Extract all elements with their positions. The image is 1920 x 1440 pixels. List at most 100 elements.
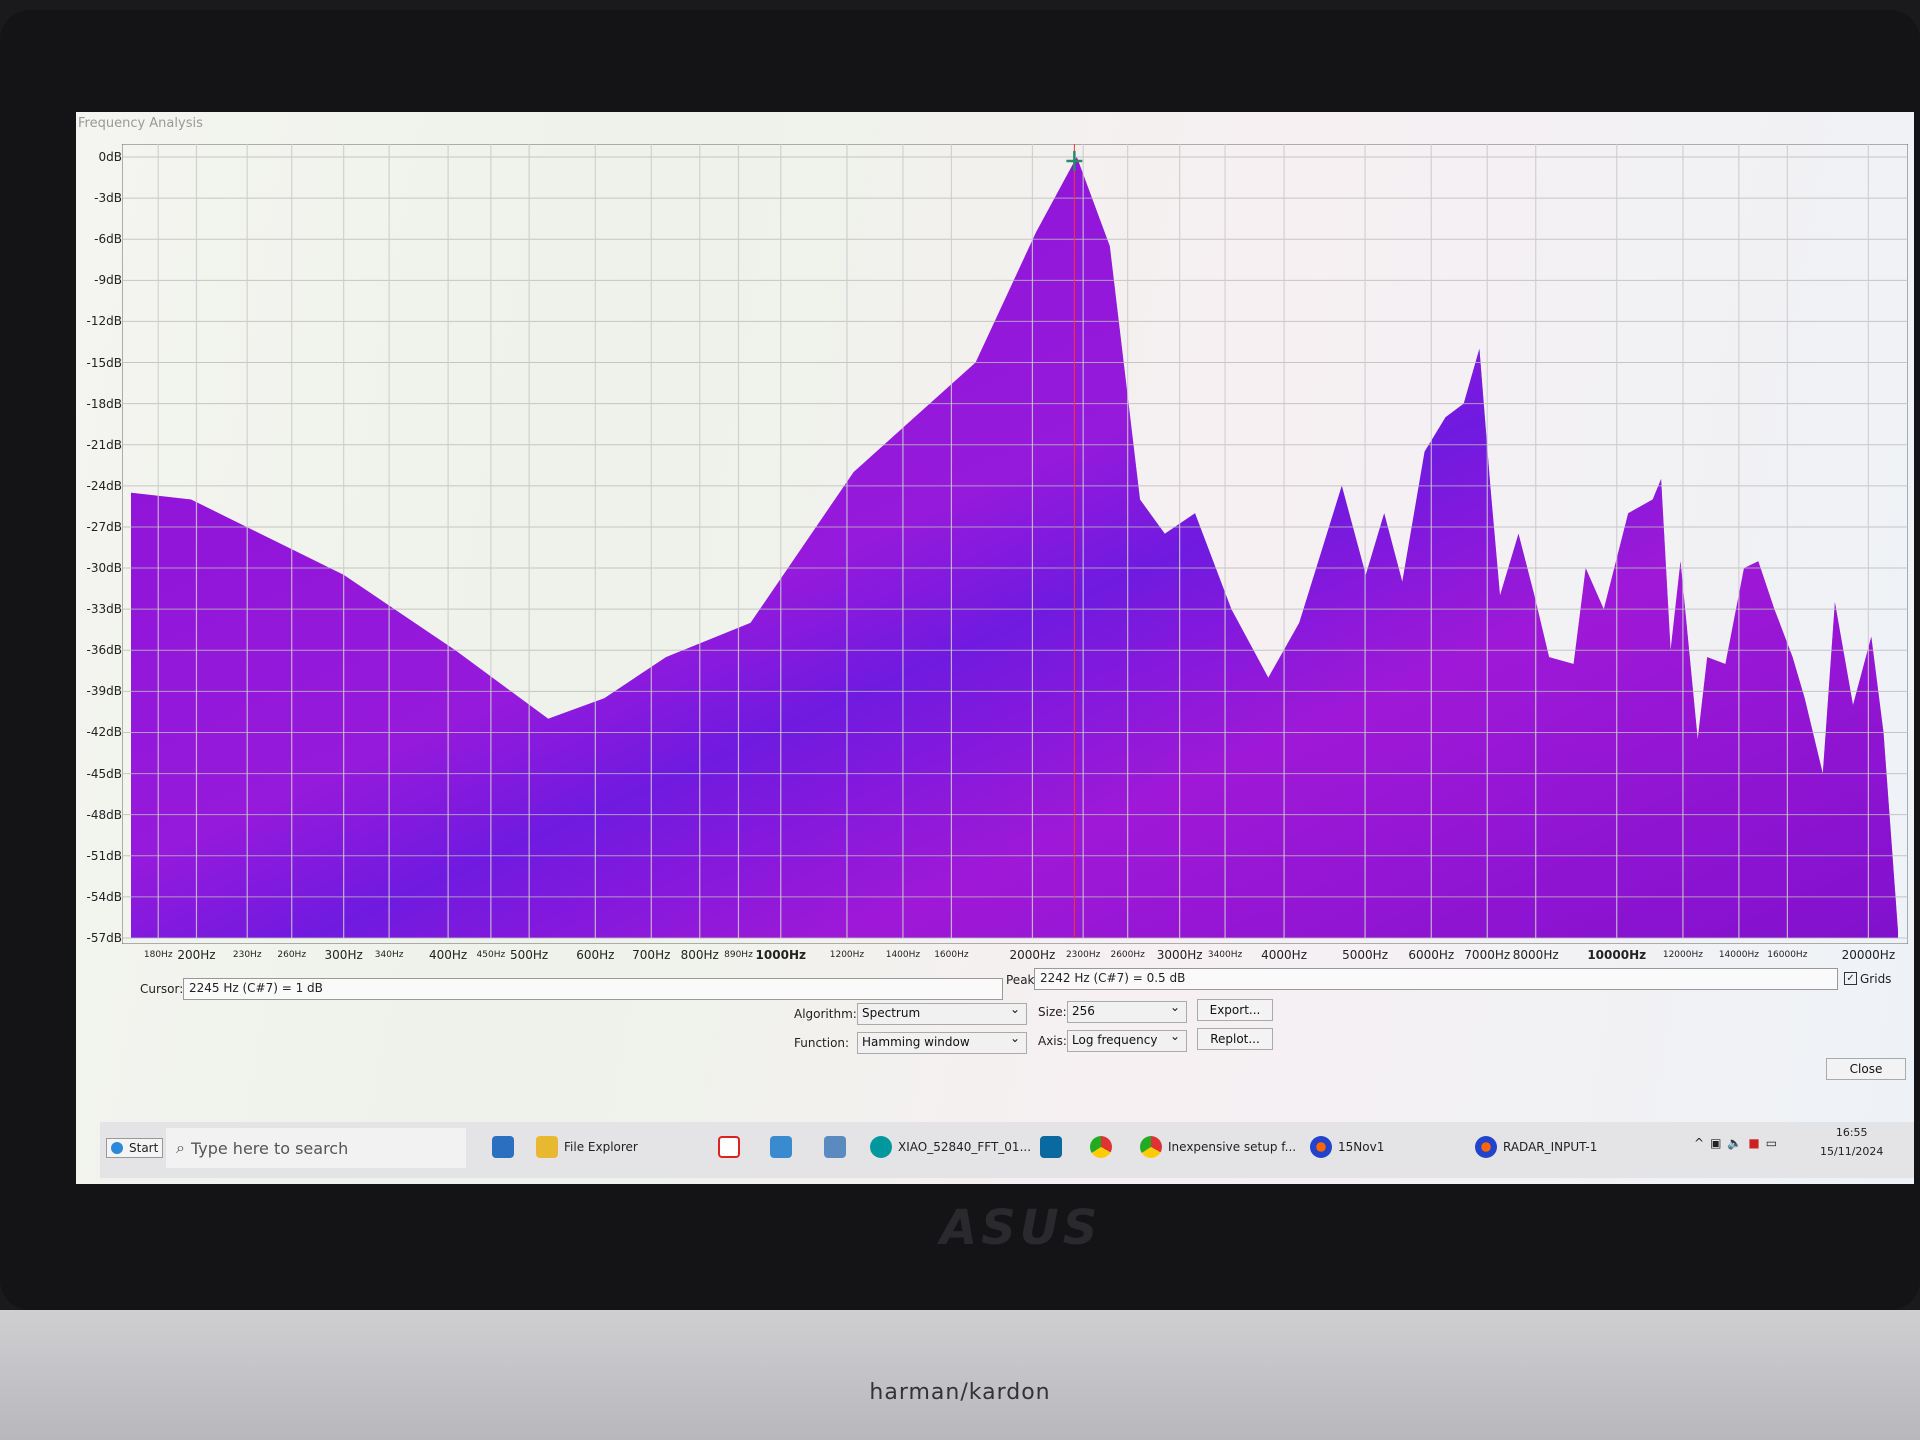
y-tick-label: -54dB [86, 889, 122, 904]
arduino-icon [870, 1136, 892, 1158]
taskbar-audacity[interactable]: 15Nov1 [1310, 1136, 1384, 1158]
taskbar-app-store[interactable] [492, 1136, 514, 1158]
x-tick-label: 200Hz [177, 948, 216, 962]
x-tick-label: 3400Hz [1207, 950, 1243, 960]
app-icon [1040, 1136, 1062, 1158]
taskbar-label: File Explorer [564, 1140, 638, 1154]
taskbar-app[interactable] [1040, 1136, 1062, 1158]
y-tick-label: -24dB [86, 478, 122, 493]
spectrum-area-shade [131, 157, 1898, 938]
y-tick-label: -30dB [86, 561, 122, 576]
taskbar-label: XIAO_52840_FFT_01... [898, 1140, 1032, 1154]
x-tick-label: 450Hz [476, 950, 506, 960]
folder-icon [536, 1136, 558, 1158]
x-tick-label: 340Hz [374, 950, 404, 960]
windows-icon [111, 1142, 123, 1154]
chevron-up-icon: ^ [1694, 1136, 1705, 1150]
function-select[interactable]: Hamming window [857, 1031, 1027, 1054]
axis-label: Axis: [1038, 1034, 1067, 1048]
time: 16:55 [1835, 1126, 1868, 1139]
x-tick-label: 500Hz [510, 948, 549, 962]
taskbar-app[interactable] [824, 1136, 846, 1158]
search-placeholder: Type here to search [190, 1138, 349, 1158]
audacity-icon [1310, 1136, 1332, 1158]
y-tick-label: -9dB [94, 273, 122, 288]
checkbox-icon: ✓ [1844, 972, 1857, 985]
chrome-icon [1090, 1136, 1112, 1158]
spectrum-plot[interactable] [122, 144, 1908, 944]
search-icon: ⌕ [176, 1138, 185, 1157]
start-label: Start [129, 1141, 159, 1155]
battery-icon: ▭ [1765, 1136, 1778, 1150]
y-tick-label: -27dB [86, 519, 122, 534]
taskbar-app[interactable] [770, 1136, 792, 1158]
x-tick-label: 16000Hz [1767, 950, 1808, 960]
x-tick-label: 890Hz [724, 950, 753, 960]
x-tick-label: 20000Hz [1841, 948, 1896, 962]
x-tick-label: 230Hz [232, 950, 262, 960]
export-button[interactable]: Export... [1197, 999, 1273, 1021]
x-tick-label: 1600Hz [934, 950, 969, 960]
size-select[interactable]: 256 [1067, 1000, 1187, 1023]
close-button[interactable]: Close [1826, 1058, 1906, 1080]
taskbar-chrome[interactable] [1090, 1136, 1112, 1158]
y-tick-label: -3dB [94, 191, 122, 206]
cursor-readout: 2245 Hz (C#7) = 1 dB [183, 978, 1003, 1000]
laptop-base [0, 1310, 1920, 1440]
peak-label: Peak: [1006, 973, 1039, 987]
taskbar-audacity[interactable]: RADAR_INPUT-1 [1475, 1136, 1597, 1158]
clock[interactable]: 16:55 15/11/2024 [1820, 1126, 1883, 1158]
cursor-label: Cursor: [140, 982, 184, 996]
monitor-icon [770, 1136, 792, 1158]
screen: Frequency Analysis 0dB -3dB -6dB -9dB -12dB -… [76, 112, 1914, 1184]
x-tick-label: 1400Hz [885, 950, 921, 960]
x-tick-label: 12000Hz [1662, 950, 1703, 960]
y-tick-label: 0dB [98, 150, 122, 164]
x-tick-label: 700Hz [632, 948, 671, 962]
size-label: Size: [1038, 1005, 1067, 1019]
peak-readout: 2242 Hz (C#7) = 0.5 dB [1034, 968, 1838, 990]
taskbar-chrome-window[interactable]: Inexpensive setup f... [1140, 1136, 1296, 1158]
x-tick-label: 4000Hz [1261, 948, 1307, 962]
app-icon [718, 1136, 740, 1158]
tray-app-icon: ■ [1748, 1136, 1760, 1150]
taskbar-label: Inexpensive setup f... [1168, 1140, 1297, 1154]
function-label: Function: [794, 1036, 850, 1050]
taskbar-label: 15Nov1 [1338, 1140, 1385, 1154]
y-tick-label: -48dB [86, 807, 122, 822]
x-tick-label: 5000Hz [1342, 948, 1389, 962]
y-tick-label: -57dB [86, 931, 122, 945]
volume-icon: 🔈 [1727, 1136, 1743, 1150]
x-tick-label: 180Hz [143, 950, 173, 960]
laptop-logo: ASUS [940, 1200, 1102, 1256]
y-tick-label: -45dB [86, 766, 122, 781]
search-box[interactable]: ⌕ Type here to search [166, 1128, 466, 1168]
x-tick-label: 800Hz [680, 948, 719, 962]
y-tick-label: -18dB [86, 396, 122, 411]
taskbar-label: RADAR_INPUT-1 [1503, 1140, 1598, 1154]
chrome-icon [1140, 1136, 1162, 1158]
x-tick-label: 300Hz [324, 948, 363, 962]
x-tick-label: 2000Hz [1009, 948, 1056, 962]
grids-checkbox[interactable]: ✓ Grids [1844, 972, 1891, 986]
store-icon [492, 1136, 514, 1158]
speaker-brand: harman/kardon [869, 1380, 1051, 1405]
date: 15/11/2024 [1820, 1145, 1884, 1158]
x-tick-label: 3000Hz [1156, 948, 1203, 962]
x-tick-label: 1200Hz [829, 950, 865, 960]
taskbar-app[interactable] [718, 1136, 740, 1158]
x-tick-label: 260Hz [277, 950, 307, 960]
y-tick-label: -42dB [86, 725, 122, 740]
start-button[interactable]: Start [106, 1138, 164, 1158]
system-tray[interactable]: ^ ▣ 🔈 ■ ▭ [1694, 1136, 1777, 1150]
x-tick-label: 2300Hz [1065, 950, 1101, 960]
taskbar: Start ⌕ Type here to search File Explore… [100, 1122, 1914, 1178]
y-tick-label: -36dB [86, 643, 122, 658]
algorithm-select[interactable]: Spectrum [857, 1002, 1027, 1025]
x-tick-label: 400Hz [428, 948, 468, 962]
taskbar-file-explorer[interactable]: File Explorer [536, 1136, 638, 1158]
taskbar-arduino[interactable]: XIAO_52840_FFT_01... [870, 1136, 1031, 1158]
replot-button[interactable]: Replot... [1197, 1028, 1273, 1050]
y-tick-label: -12dB [86, 314, 122, 329]
axis-select[interactable]: Log frequency [1067, 1029, 1187, 1052]
